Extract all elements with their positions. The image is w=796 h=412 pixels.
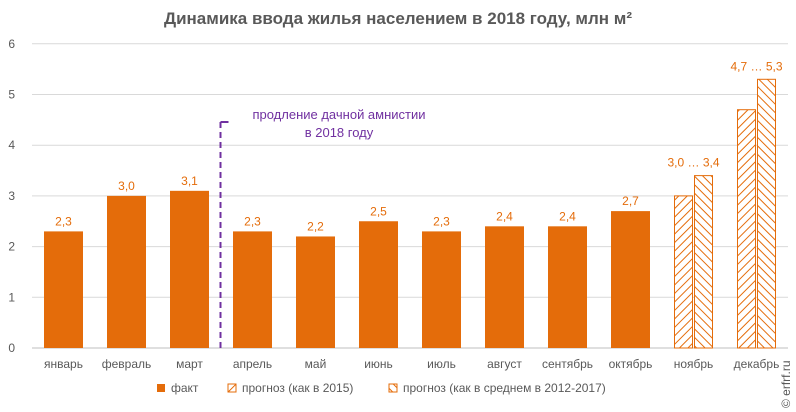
x-tick-label: декабрь — [734, 357, 780, 371]
legend-swatch-fact — [157, 384, 165, 392]
x-tick-label: май — [305, 357, 327, 371]
bar-fact — [44, 231, 83, 348]
x-tick-label: март — [176, 357, 203, 371]
x-tick-label: ноябрь — [674, 357, 714, 371]
data-label: 2,4 — [559, 209, 576, 223]
legend-swatch-forecast-2015 — [227, 383, 237, 393]
bar-fact — [233, 231, 272, 348]
data-labels: 2,3 3,0 3,1 2,3 2,2 2,5 2,3 2,4 2,4 2,7 3,0 … 3,4 4… — [55, 59, 783, 233]
range-label: 3,0 … 3,4 — [667, 156, 719, 170]
data-label: 2,3 — [244, 214, 261, 228]
x-tick-label: август — [487, 357, 522, 371]
gridlines — [32, 43, 788, 349]
data-label: 2,3 — [55, 214, 72, 228]
bars — [44, 78, 776, 349]
x-tick-label: октябрь — [609, 357, 653, 371]
data-label: 2,3 — [433, 214, 450, 228]
bar-fact — [170, 190, 209, 348]
x-tick-label: январь — [44, 357, 83, 371]
x-tick-label: апрель — [233, 357, 272, 371]
legend-label-forecast-avg: прогноз (как в среднем в 2012-2017) — [403, 381, 606, 395]
y-axis-ticks: 0 1 2 3 4 5 6 — [8, 37, 15, 355]
bar-fact — [107, 195, 146, 348]
bar-fact — [422, 231, 461, 348]
data-label: 2,5 — [370, 204, 387, 218]
legend-swatch-forecast-avg — [388, 383, 398, 393]
y-tick-label: 0 — [8, 341, 15, 355]
legend-label-forecast-2015: прогноз (как в 2015) — [242, 381, 353, 395]
bar-fact — [611, 211, 650, 348]
annotation-text-line1: продление дачной амнистии — [252, 107, 425, 122]
y-tick-label: 6 — [8, 37, 15, 51]
data-label: 2,4 — [496, 209, 513, 223]
x-axis-labels: январь февраль март апрель май июнь июль август… — [44, 357, 779, 371]
y-tick-label: 5 — [8, 88, 15, 102]
y-tick-label: 3 — [8, 189, 15, 203]
range-label: 4,7 … 5,3 — [730, 59, 782, 73]
bar-fact — [359, 221, 398, 348]
x-tick-label: сентябрь — [542, 357, 593, 371]
y-tick-label: 4 — [8, 138, 15, 152]
bar-fact — [548, 226, 587, 348]
chart-title: Динамика ввода жилья населением в 2018 г… — [164, 9, 632, 28]
legend: факт прогноз (как в 2015) прогноз (как в… — [157, 381, 606, 395]
bar-forecast-2015 — [674, 195, 693, 349]
data-label: 2,7 — [622, 194, 639, 208]
data-label: 2,2 — [307, 219, 324, 233]
data-label: 3,1 — [181, 174, 198, 188]
annotation-text-line2: в 2018 году — [305, 125, 374, 140]
x-tick-label: февраль — [102, 357, 152, 371]
data-label: 3,0 — [118, 179, 135, 193]
watermark: © erfrf.ru — [779, 360, 793, 408]
bar-fact — [485, 226, 524, 348]
legend-label-fact: факт — [171, 381, 199, 395]
annotation: продление дачной амнистии в 2018 году — [219, 107, 426, 348]
y-tick-label: 1 — [8, 290, 15, 304]
bar-forecast-avg — [757, 78, 776, 349]
x-tick-label: июнь — [364, 357, 393, 371]
bar-forecast-avg — [694, 175, 713, 349]
y-tick-label: 2 — [8, 240, 15, 254]
bar-forecast-2015 — [737, 109, 756, 349]
x-tick-label: июль — [427, 357, 456, 371]
bar-fact — [296, 236, 335, 348]
